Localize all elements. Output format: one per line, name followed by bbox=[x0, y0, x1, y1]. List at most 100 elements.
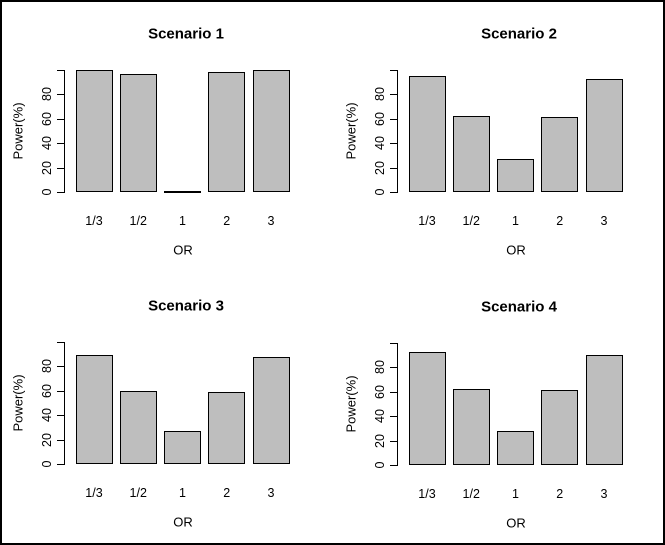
x-category-label-2: 2 bbox=[223, 214, 231, 228]
y-tick-label-0: 0 bbox=[373, 188, 387, 196]
y-tick-label-80: 80 bbox=[373, 360, 387, 374]
y-axis-line bbox=[64, 341, 65, 465]
bar-or-2 bbox=[208, 71, 246, 192]
y-tick-label-20: 20 bbox=[40, 432, 54, 447]
y-tick-0 bbox=[57, 464, 64, 465]
y-tick-label-20: 20 bbox=[40, 160, 54, 175]
y-tick-100 bbox=[57, 69, 64, 71]
bar-or-1-2 bbox=[452, 389, 490, 465]
y-tick-label-20: 20 bbox=[373, 160, 387, 175]
chart-title: Scenario 4 bbox=[481, 298, 557, 316]
y-tick-label-40: 40 bbox=[373, 136, 387, 150]
y-tick-80 bbox=[390, 367, 397, 368]
y-tick-60 bbox=[390, 391, 397, 393]
x-category-label-1-2: 1/2 bbox=[462, 487, 480, 501]
y-tick-100 bbox=[57, 341, 64, 343]
y-tick-80 bbox=[390, 94, 397, 95]
y-tick-20 bbox=[57, 439, 64, 441]
y-axis-title: Power(%) bbox=[343, 375, 359, 433]
bar-or-1-2 bbox=[119, 74, 157, 192]
bar-or-1-3 bbox=[408, 75, 446, 192]
x-category-label-1-3: 1/3 bbox=[85, 486, 103, 500]
bar-or-3 bbox=[585, 79, 623, 192]
x-category-label-1-2: 1/2 bbox=[129, 486, 147, 500]
x-category-label-1: 1 bbox=[179, 214, 186, 228]
bar-or-1 bbox=[497, 158, 534, 192]
y-tick-100 bbox=[390, 342, 397, 344]
x-category-label-1-2: 1/2 bbox=[129, 214, 147, 228]
bar-or-1-2 bbox=[452, 116, 490, 192]
x-category-label-1: 1 bbox=[179, 486, 186, 500]
y-tick-label-40: 40 bbox=[40, 136, 54, 150]
bar-or-1 bbox=[164, 430, 201, 464]
x-category-label-1-3: 1/3 bbox=[418, 487, 436, 501]
y-tick-40 bbox=[390, 416, 397, 417]
y-axis-title: Power(%) bbox=[10, 102, 26, 160]
x-axis-title: OR bbox=[173, 514, 193, 530]
y-tick-label-60: 60 bbox=[40, 383, 54, 398]
y-tick-20 bbox=[390, 167, 397, 169]
y-axis-line bbox=[397, 69, 398, 193]
chart-panel-scenario-4: Scenario 4 Power(%) OR 0 20 40 60 80 1/3 1/2 1 2… bbox=[335, 275, 663, 543]
y-axis-line bbox=[397, 342, 398, 466]
x-axis-title: OR bbox=[173, 242, 193, 258]
x-category-label-3: 3 bbox=[267, 214, 275, 228]
y-tick-20 bbox=[390, 440, 397, 442]
x-category-label-2: 2 bbox=[556, 487, 564, 501]
bar-or-3 bbox=[252, 69, 290, 192]
y-axis-title: Power(%) bbox=[10, 374, 26, 432]
bar-or-2 bbox=[541, 390, 579, 465]
x-category-label-1: 1 bbox=[512, 487, 519, 501]
bar-or-3 bbox=[585, 354, 623, 465]
y-tick-label-0: 0 bbox=[373, 461, 387, 469]
x-category-label-1-2: 1/2 bbox=[462, 214, 480, 228]
y-tick-100 bbox=[390, 69, 397, 71]
y-tick-60 bbox=[57, 118, 64, 120]
y-tick-40 bbox=[390, 143, 397, 144]
chart-title: Scenario 3 bbox=[148, 297, 224, 315]
y-tick-60 bbox=[390, 118, 397, 120]
y-tick-40 bbox=[57, 143, 64, 144]
y-tick-label-20: 20 bbox=[373, 433, 387, 448]
chart-title: Scenario 1 bbox=[148, 25, 224, 43]
y-tick-label-60: 60 bbox=[40, 111, 54, 126]
y-tick-label-0: 0 bbox=[40, 460, 54, 468]
y-tick-80 bbox=[57, 94, 64, 95]
y-tick-label-60: 60 bbox=[373, 384, 387, 399]
y-tick-0 bbox=[57, 192, 64, 193]
y-tick-0 bbox=[390, 192, 397, 193]
y-tick-20 bbox=[57, 167, 64, 169]
y-tick-label-80: 80 bbox=[40, 359, 54, 373]
x-category-label-3: 3 bbox=[267, 486, 275, 500]
bar-or-1-3 bbox=[408, 352, 446, 465]
y-tick-label-0: 0 bbox=[40, 188, 54, 196]
x-category-label-3: 3 bbox=[600, 487, 608, 501]
y-tick-80 bbox=[57, 366, 64, 367]
chart-panel-scenario-1: Scenario 1 Power(%) OR 0 20 40 60 80 1/3 1/2 1 2… bbox=[2, 2, 334, 274]
y-tick-label-40: 40 bbox=[40, 408, 54, 422]
y-tick-label-60: 60 bbox=[373, 111, 387, 126]
bar-or-1-2 bbox=[119, 390, 157, 464]
chart-panel-scenario-2: Scenario 2 Power(%) OR 0 20 40 60 80 1/3 1/2 1 2… bbox=[335, 2, 663, 274]
chart-title: Scenario 2 bbox=[481, 25, 557, 43]
bar-or-2 bbox=[208, 391, 246, 464]
bar-or-3 bbox=[252, 357, 290, 464]
y-tick-0 bbox=[390, 465, 397, 466]
y-tick-label-80: 80 bbox=[40, 87, 54, 101]
y-tick-label-40: 40 bbox=[373, 409, 387, 423]
x-axis-title: OR bbox=[506, 242, 526, 258]
bar-or-1-3 bbox=[75, 69, 113, 192]
chart-panel-scenario-3: Scenario 3 Power(%) OR 0 20 40 60 80 1/3 1/2 1 2… bbox=[2, 274, 334, 543]
x-axis-title: OR bbox=[506, 515, 526, 531]
x-category-label-1-3: 1/3 bbox=[418, 214, 436, 228]
bar-or-1-3 bbox=[75, 354, 113, 464]
y-axis-line bbox=[64, 69, 65, 193]
bar-or-1 bbox=[497, 430, 534, 465]
y-tick-60 bbox=[57, 390, 64, 392]
x-category-label-1: 1 bbox=[512, 214, 519, 228]
y-tick-40 bbox=[57, 415, 64, 416]
x-category-label-2: 2 bbox=[556, 214, 564, 228]
x-category-label-2: 2 bbox=[223, 486, 231, 500]
y-axis-title: Power(%) bbox=[343, 102, 359, 160]
